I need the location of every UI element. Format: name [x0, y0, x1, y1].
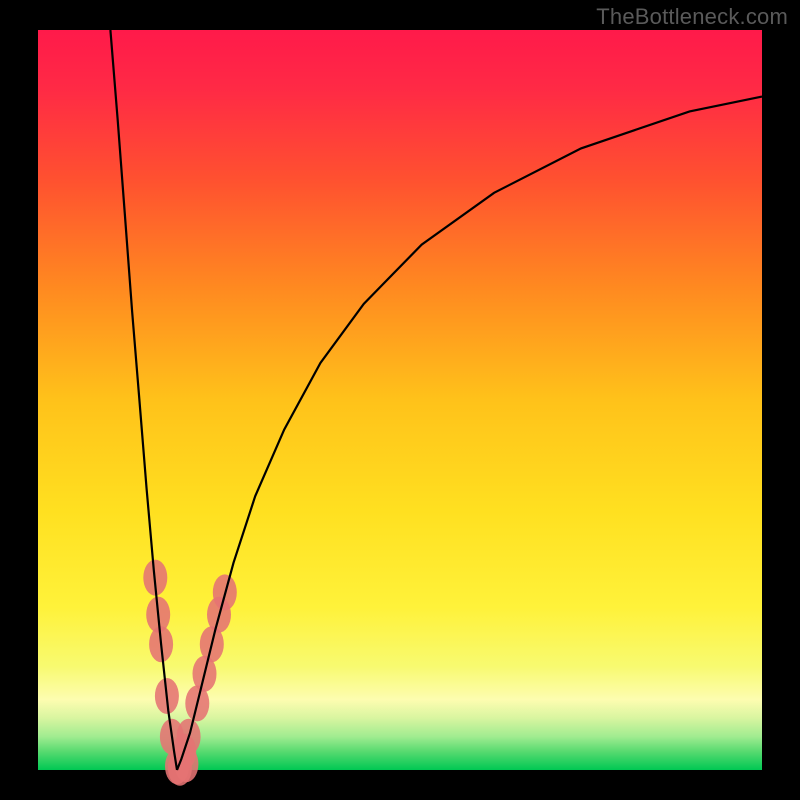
- bottleneck-chart: [0, 0, 800, 800]
- chart-stage: TheBottleneck.com: [0, 0, 800, 800]
- watermark-text: TheBottleneck.com: [596, 4, 788, 30]
- gradient-background: [38, 30, 762, 770]
- data-marker: [174, 746, 198, 782]
